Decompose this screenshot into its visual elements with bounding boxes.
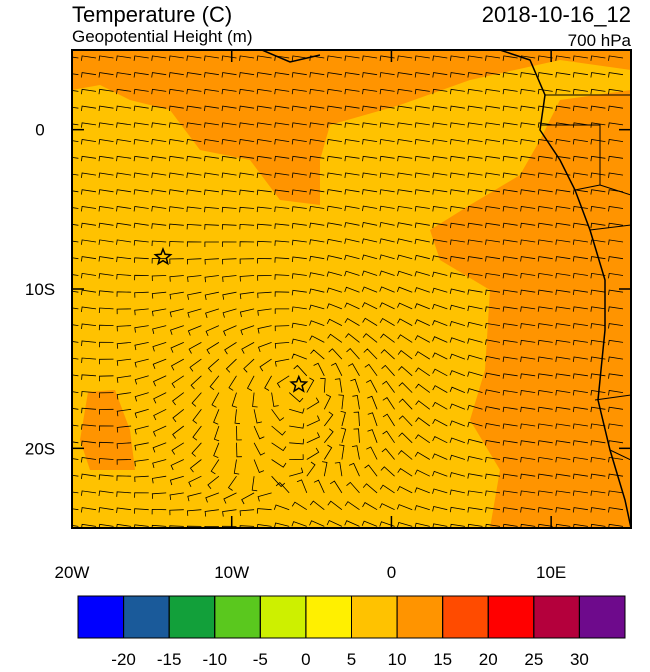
y-tick-label: 0 <box>35 121 44 140</box>
colorbar-label: -10 <box>202 650 227 667</box>
colorbar-label: 15 <box>433 650 452 667</box>
colorbar-box <box>259 595 307 639</box>
subtitle: Geopotential Height (m) <box>72 27 252 46</box>
colorbar-label: 5 <box>347 650 356 667</box>
colorbar-box <box>305 595 352 639</box>
colorbar-box <box>214 595 261 639</box>
colorbar-label: 10 <box>388 650 407 667</box>
colorbar-label: 30 <box>570 650 589 667</box>
colorbar-box <box>442 595 489 639</box>
marker-star <box>289 374 309 393</box>
marker-star <box>153 247 173 266</box>
title: Temperature (C) <box>72 2 232 27</box>
x-tick-label: 20W <box>55 563 90 582</box>
warm-region <box>430 90 631 528</box>
x-tick-label: 0 <box>387 563 396 582</box>
wind-barbs <box>72 55 624 528</box>
x-tick-label: 10E <box>536 563 566 582</box>
colorbar-box <box>533 595 580 639</box>
colorbar-box <box>123 595 170 639</box>
borders <box>540 94 631 461</box>
colorbar-label: 20 <box>479 650 498 667</box>
colorbar-label: -15 <box>157 650 182 667</box>
warm-region <box>80 390 135 470</box>
x-tick-label: 10W <box>214 563 249 582</box>
y-tick-label: 20S <box>25 439 55 458</box>
colorbar-label: 25 <box>524 650 543 667</box>
warm-region <box>72 50 631 205</box>
colorbar-box <box>77 595 125 639</box>
colorbar-label: -5 <box>253 650 268 667</box>
colorbar-box <box>351 595 398 639</box>
level: 700 hPa <box>568 31 632 50</box>
date: 2018-10-16_12 <box>482 2 631 27</box>
map-area <box>72 50 631 528</box>
colorbar-box <box>396 595 444 639</box>
colorbar-box <box>487 595 535 639</box>
colorbar-label: 0 <box>301 650 310 667</box>
colorbar-label: -20 <box>111 650 136 667</box>
colorbar-box <box>578 595 626 639</box>
y-tick-label: 10S <box>25 280 55 299</box>
colorbar-box <box>168 595 216 639</box>
